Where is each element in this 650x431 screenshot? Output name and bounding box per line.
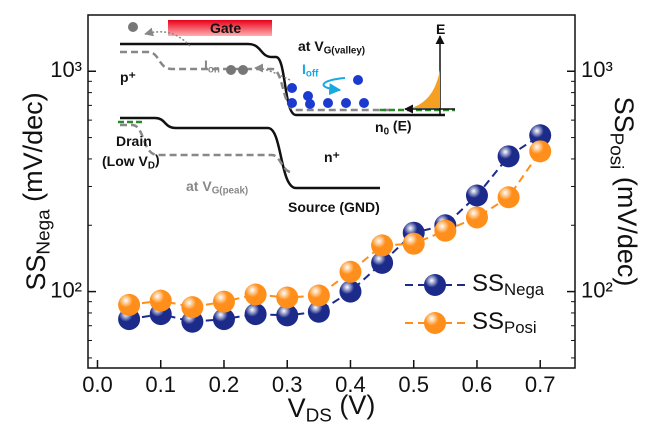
marker	[181, 296, 204, 319]
marker	[307, 284, 330, 307]
marker	[402, 232, 425, 255]
marker	[149, 289, 172, 312]
marker	[371, 251, 394, 274]
annotation: Gate	[210, 20, 241, 36]
annotation: Ion	[204, 57, 220, 75]
marker	[529, 124, 552, 147]
x-tick-label: 0.4	[335, 372, 366, 397]
legend-label: SSPosi	[472, 308, 537, 337]
text-part: Posi	[504, 318, 537, 337]
marker	[434, 219, 457, 242]
text-part: SS	[472, 270, 504, 297]
annotation: Source (GND)	[288, 199, 380, 215]
annotation: n⁺	[324, 149, 340, 165]
text-part: at V	[298, 38, 324, 54]
text-part: (V)	[332, 390, 376, 420]
annotation: p⁺	[120, 69, 136, 85]
annotation: Ioff	[302, 61, 319, 79]
legend-label: SSNega	[472, 270, 545, 299]
y-tick-label: 10³	[50, 57, 82, 82]
legend-marker	[424, 312, 446, 334]
marker	[276, 286, 299, 309]
text-part: G(peak)	[212, 185, 248, 196]
text-part: Source (GND)	[288, 199, 380, 215]
y2-tick-label: 10²	[581, 277, 613, 302]
x-tick-label: 0.6	[462, 372, 493, 397]
annotation: at VG(valley)	[298, 38, 365, 56]
band	[120, 42, 445, 117]
marker	[497, 145, 520, 168]
x-tick-label: 0.1	[145, 372, 176, 397]
annotation: E	[436, 21, 445, 37]
plot-frame	[87, 14, 576, 369]
text-part: DS	[306, 406, 332, 427]
marker	[212, 290, 235, 313]
annotation: (Low VD)	[102, 151, 160, 171]
text-part: (mV/dec)	[612, 169, 642, 286]
text-part: 0	[384, 126, 390, 137]
text-part: Drain	[116, 133, 152, 149]
text-part: D	[148, 160, 155, 171]
arrow	[144, 27, 191, 47]
text-part: n⁺	[324, 149, 340, 165]
marker	[212, 308, 235, 331]
y-axis-label: SSNega (mV/dec)	[18, 92, 54, 290]
marker	[244, 303, 267, 326]
arrow	[322, 77, 346, 96]
x-axis-label: VDS (V)	[288, 390, 376, 426]
text-part: SS	[472, 308, 504, 335]
electrons	[287, 75, 369, 109]
text-part: n	[375, 119, 384, 135]
text-part: on	[208, 64, 220, 75]
marker	[497, 186, 520, 209]
text-part: SS	[21, 255, 51, 291]
x-tick-label: 0.5	[398, 372, 429, 397]
marker	[371, 234, 394, 257]
x-tick-label: 0.2	[209, 372, 240, 397]
x-tick-label: 0.0	[82, 372, 113, 397]
text-part: (mV/dec)	[18, 92, 48, 209]
text-part: )	[155, 151, 160, 167]
band	[120, 116, 380, 190]
marker	[529, 140, 552, 163]
arrow	[254, 63, 291, 81]
text-part: Nega	[34, 209, 55, 255]
annotation: n0 (E)	[375, 117, 412, 137]
marker	[465, 206, 488, 229]
marker	[307, 300, 330, 323]
y2-tick-label: 10³	[581, 57, 613, 82]
annotation: Drain	[116, 133, 152, 149]
text-part: (E)	[389, 117, 412, 133]
marker	[244, 283, 267, 306]
marker	[276, 304, 299, 327]
annotation: at VG(peak)	[186, 178, 248, 196]
gate	[168, 20, 272, 36]
distribution	[412, 70, 440, 108]
text-part: Nega	[504, 280, 545, 299]
marker	[465, 184, 488, 207]
text-part: Posi	[605, 133, 626, 170]
text-part: I	[302, 61, 306, 77]
marker	[339, 260, 362, 283]
text-part: E	[436, 21, 445, 37]
text-part: G(valley)	[324, 45, 365, 56]
text-part: off	[306, 68, 319, 79]
x-tick-label: 0.7	[525, 372, 556, 397]
text-part: I	[204, 57, 208, 73]
y2-axis-label: SSPosi (mV/dec)	[605, 97, 641, 287]
inset-diagram	[118, 20, 455, 190]
marker	[118, 293, 141, 316]
marker	[339, 280, 362, 303]
text-part: SS	[609, 97, 639, 133]
text-part: (Low V	[102, 153, 149, 169]
text-part: p⁺	[120, 69, 136, 85]
x-tick-label: 0.3	[272, 372, 303, 397]
text-part: at V	[186, 178, 212, 194]
y-tick-label: 10²	[50, 277, 82, 302]
text-part: Gate	[210, 20, 241, 36]
legend-marker	[424, 274, 446, 296]
text-part: V	[288, 393, 306, 423]
electrons	[128, 22, 248, 75]
